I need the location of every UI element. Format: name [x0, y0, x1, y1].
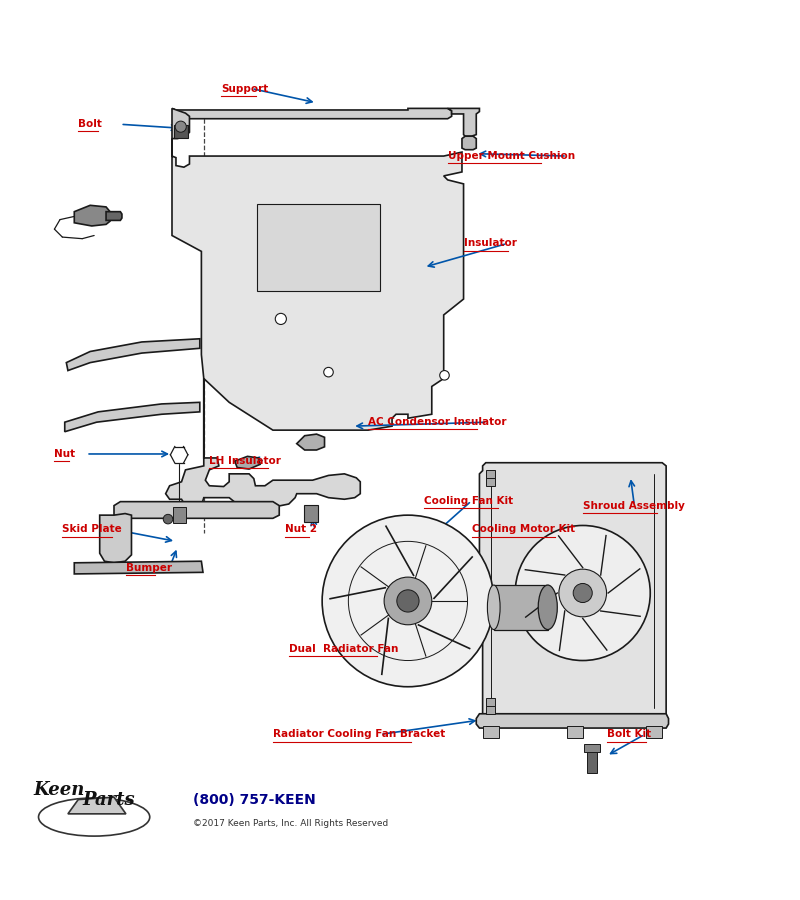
Polygon shape — [172, 108, 190, 139]
Circle shape — [573, 583, 592, 602]
Bar — [584, 744, 600, 752]
Bar — [587, 751, 597, 772]
Polygon shape — [166, 379, 360, 508]
Text: AC Condensor Insulator: AC Condensor Insulator — [368, 418, 506, 428]
Text: Cooling Motor Kit: Cooling Motor Kit — [471, 525, 574, 535]
Polygon shape — [234, 456, 260, 469]
Text: Bolt Kit: Bolt Kit — [606, 729, 650, 740]
Circle shape — [275, 313, 286, 325]
Bar — [486, 706, 495, 714]
Polygon shape — [476, 714, 669, 728]
Polygon shape — [106, 212, 122, 220]
Text: ©2017 Keen Parts, Inc. All Rights Reserved: ©2017 Keen Parts, Inc. All Rights Reserv… — [194, 819, 389, 828]
Circle shape — [440, 371, 450, 380]
Polygon shape — [174, 108, 452, 119]
Text: Keen: Keen — [33, 781, 84, 799]
Polygon shape — [462, 136, 476, 149]
Polygon shape — [114, 501, 279, 518]
Bar — [486, 698, 495, 706]
Text: Shroud Assembly: Shroud Assembly — [582, 500, 685, 510]
Text: Cooling Fan Kit: Cooling Fan Kit — [424, 496, 513, 506]
Text: Insulator: Insulator — [463, 238, 517, 248]
Polygon shape — [66, 338, 200, 371]
Text: Nut: Nut — [54, 449, 75, 459]
Text: Upper Mount Cushion: Upper Mount Cushion — [448, 151, 574, 161]
Ellipse shape — [487, 585, 500, 629]
Text: (800) 757-KEEN: (800) 757-KEEN — [194, 793, 316, 806]
Bar — [567, 726, 582, 738]
Bar — [173, 508, 186, 523]
Polygon shape — [65, 402, 200, 432]
Polygon shape — [68, 797, 126, 814]
Polygon shape — [74, 562, 203, 574]
Bar — [646, 726, 662, 738]
Text: Radiator Cooling Fan Bracket: Radiator Cooling Fan Bracket — [273, 729, 445, 740]
Bar — [486, 478, 495, 486]
Bar — [483, 726, 499, 738]
Circle shape — [515, 526, 650, 661]
Polygon shape — [172, 139, 463, 430]
Bar — [174, 125, 188, 138]
Text: Nut 2: Nut 2 — [285, 525, 317, 535]
Circle shape — [397, 590, 419, 612]
Text: Skid Plate: Skid Plate — [62, 525, 122, 535]
Circle shape — [324, 367, 334, 377]
Bar — [486, 470, 495, 478]
Text: LH Insulator: LH Insulator — [210, 456, 282, 466]
Polygon shape — [74, 205, 110, 226]
Text: Support: Support — [222, 84, 269, 94]
Polygon shape — [479, 463, 666, 718]
Circle shape — [163, 515, 173, 524]
Circle shape — [559, 569, 606, 616]
Ellipse shape — [538, 585, 558, 629]
Bar — [304, 505, 318, 522]
Text: Dual  Radiator Fan: Dual Radiator Fan — [289, 644, 398, 653]
Polygon shape — [448, 108, 479, 136]
Circle shape — [384, 577, 432, 625]
Circle shape — [322, 515, 494, 687]
Text: Parts: Parts — [82, 790, 135, 808]
Text: Bumper: Bumper — [126, 562, 172, 572]
Text: Bolt: Bolt — [78, 120, 102, 130]
Bar — [494, 585, 548, 629]
Polygon shape — [297, 434, 325, 450]
Circle shape — [175, 122, 186, 132]
Polygon shape — [100, 514, 131, 562]
Bar — [257, 203, 380, 291]
